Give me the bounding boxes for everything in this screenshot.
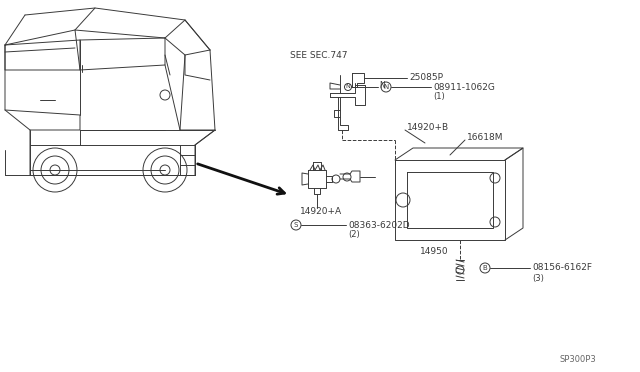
Text: (1): (1) [433, 93, 445, 102]
Text: 14950: 14950 [420, 247, 449, 257]
Text: 16618M: 16618M [467, 134, 504, 142]
Text: (2): (2) [348, 231, 360, 240]
Text: 14920+B: 14920+B [407, 124, 449, 132]
Text: SP300P3: SP300P3 [560, 356, 596, 365]
Text: B: B [483, 265, 488, 271]
Text: S: S [294, 222, 298, 228]
Text: 08363-6202D: 08363-6202D [348, 221, 410, 230]
Text: N: N [383, 84, 388, 90]
Text: 25085P: 25085P [409, 74, 443, 83]
Text: 08911-1062G: 08911-1062G [433, 83, 495, 92]
Text: 08156-6162F: 08156-6162F [532, 263, 592, 273]
Text: SEE SEC.747: SEE SEC.747 [290, 51, 348, 60]
Text: 14920+A: 14920+A [300, 208, 342, 217]
Text: N: N [379, 81, 385, 90]
Text: (3): (3) [532, 273, 544, 282]
Text: N: N [346, 84, 350, 90]
